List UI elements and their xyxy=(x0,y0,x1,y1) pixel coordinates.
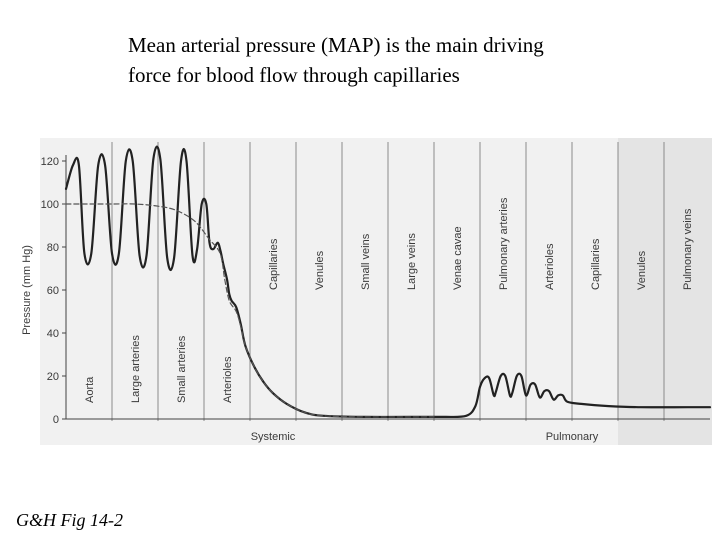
segment-label: Capillaries xyxy=(268,238,280,290)
pressure-chart-svg: 0 20 40 60 80 100 120 Pressure (mm Hg) Aorta Larg… xyxy=(21,138,712,445)
segment-label: Arterioles xyxy=(544,243,556,290)
segment-label: Small arteries xyxy=(176,335,188,403)
segment-label: Aorta xyxy=(84,376,96,403)
y-tick-label: 80 xyxy=(47,242,59,254)
y-tick-label: 20 xyxy=(47,371,59,383)
chart-panel-shade xyxy=(618,138,712,445)
segment-label: Large veins xyxy=(406,233,418,290)
y-tick-label: 0 xyxy=(53,414,59,426)
slide-title-line-1: Mean arterial pressure (MAP) is the main… xyxy=(128,33,544,57)
segment-label: Capillaries xyxy=(590,238,602,290)
segment-label: Arterioles xyxy=(222,356,234,403)
y-tick-label: 60 xyxy=(47,285,59,297)
series-line-mean xyxy=(65,203,435,418)
segment-label: Venules xyxy=(314,250,326,290)
y-tick-label: 120 xyxy=(41,156,59,168)
segment-label: Pulmonary arteries xyxy=(498,197,510,290)
segment-label: Small veins xyxy=(360,233,372,290)
circulation-label-systemic: Systemic xyxy=(251,431,296,443)
segment-label: Pulmonary veins xyxy=(682,208,694,290)
y-tick-label: 40 xyxy=(47,328,59,340)
pressure-chart: 0 20 40 60 80 100 120 Pressure (mm Hg) Aorta Larg… xyxy=(0,130,720,450)
figure-caption: G&H Fig 14-2 xyxy=(16,510,123,530)
y-axis-label: Pressure (mm Hg) xyxy=(21,245,33,335)
segment-label: Venae cavae xyxy=(452,226,464,290)
segment-label: Venules xyxy=(636,250,648,290)
slide-title-line-2: force for blood flow through capillaries xyxy=(128,63,460,87)
circulation-label-pulmonary: Pulmonary xyxy=(546,431,599,443)
series-line-pulsatile xyxy=(64,145,712,419)
segment-label: Large arteries xyxy=(130,335,142,403)
y-tick-label: 100 xyxy=(41,199,59,211)
slide-title: Mean arterial pressure (MAP) is the main… xyxy=(128,30,688,90)
